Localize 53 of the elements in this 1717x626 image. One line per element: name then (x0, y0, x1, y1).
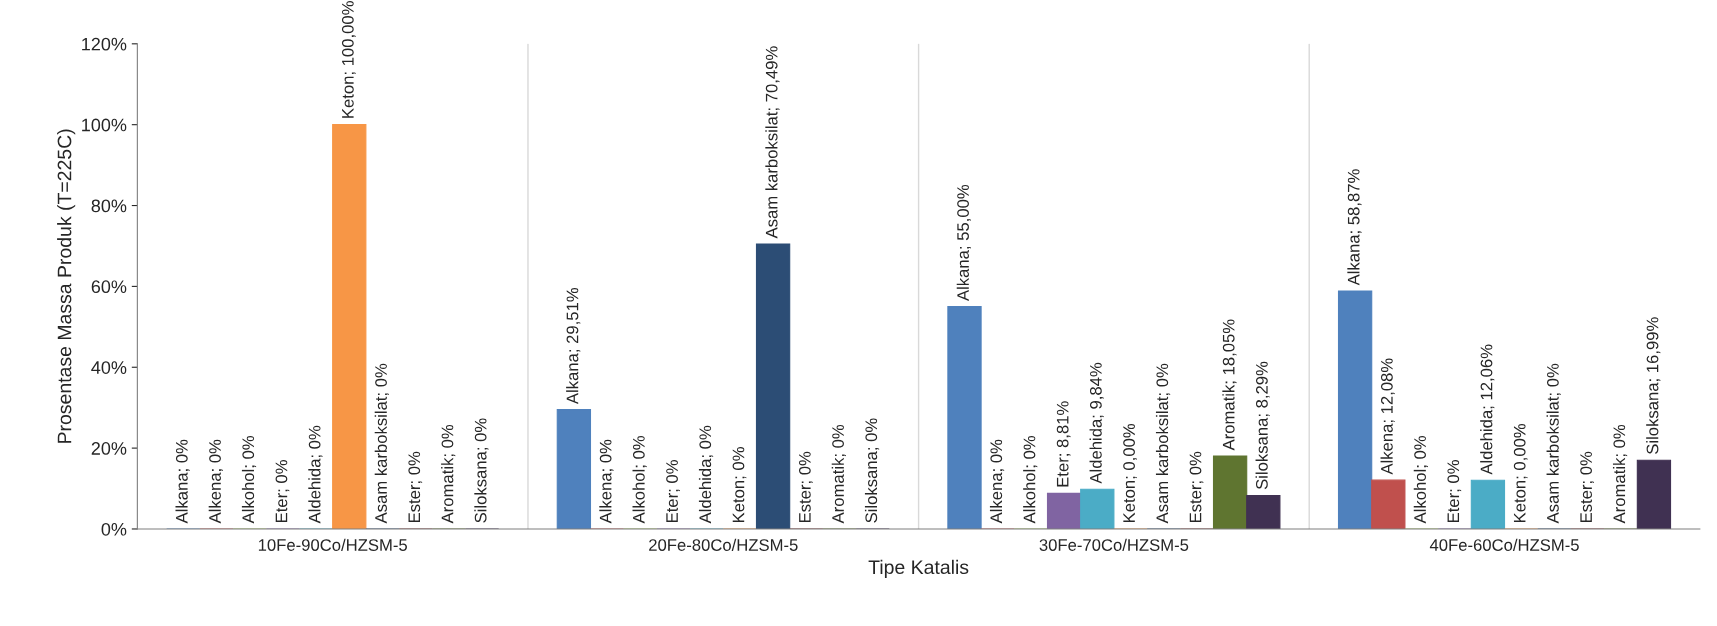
data-label: Keton; 0,00% (1123, 423, 1137, 523)
data-label: Alkena; 0% (989, 439, 1005, 524)
data-label: Siloksana; 0% (474, 418, 489, 523)
data-label: Keton; 0% (732, 447, 747, 523)
data-label: Eter; 0% (1447, 460, 1462, 523)
data-label: Alkana; 29,51% (566, 287, 581, 405)
data-label: Alkohol; 0% (1413, 435, 1428, 524)
x-tick-label: 20Fe-80Co/HZSM-5 (649, 538, 798, 551)
data-label: Ester; 0% (1580, 451, 1594, 523)
y-tick-label: 100% (82, 118, 127, 132)
data-label: Siloksana; 16,99% (1646, 317, 1661, 454)
x-tick-label: 30Fe-70Co/HZSM-5 (1039, 538, 1189, 551)
y-tick-label: 0% (101, 522, 127, 536)
data-label: Ester; 0% (1189, 451, 1204, 523)
data-label: Aromatik; 18,05% (1222, 319, 1237, 451)
data-label: Asam karboksilat; 0% (1155, 363, 1171, 524)
data-label: Ester; 0% (798, 451, 813, 523)
data-label: Siloksana; 0% (864, 418, 880, 523)
data-label: Alkena; 12,08% (1380, 358, 1395, 475)
data-label: Alkana; 55,00% (956, 184, 971, 302)
data-label: Asam karboksilat; 0% (1546, 363, 1561, 524)
data-label: Alkohol; 0% (1023, 435, 1038, 524)
data-label: Alkohol; 0% (241, 435, 257, 524)
y-tick-label: 80% (91, 199, 127, 213)
data-label: Alkena; 0% (208, 439, 223, 524)
y-tick-label: 20% (91, 442, 127, 455)
data-label: Eter; 8,81% (1056, 401, 1071, 487)
data-label: Ester; 0% (408, 451, 423, 523)
data-label: Eter; 0% (666, 460, 680, 523)
x-axis-title: Tipe Katalis (868, 559, 969, 578)
data-label: Alkana; 0% (175, 439, 190, 524)
y-tick-label: 120% (82, 37, 127, 51)
data-label: Asam karboksilat; 0% (374, 363, 389, 524)
data-label: Aromatik; 0% (441, 424, 456, 524)
data-label: Alkohol; 0% (632, 435, 647, 524)
data-label: Alkena; 0% (599, 439, 614, 524)
y-tick-label: 40% (91, 361, 127, 374)
data-label: Keton; 100,00% (341, 1, 356, 118)
y-axis-title: Prosentase Massa Produk (T=225C) (57, 129, 76, 443)
data-label: Aldehida; 0% (308, 425, 323, 524)
data-label: Asam karboksilat; 70,49% (765, 46, 780, 239)
data-label: Aromatik; 0% (1612, 424, 1628, 524)
y-tick-label: 60% (91, 280, 127, 294)
data-label: Aldehida; 0% (698, 425, 714, 524)
data-label: Aromatik; 0% (831, 424, 846, 524)
data-label: Aldehida; 12,06% (1480, 344, 1495, 475)
x-tick-label: 10Fe-90Co/HZSM-5 (258, 538, 407, 551)
data-label: Aldehida; 9,84% (1089, 362, 1104, 484)
data-label: Keton; 0,00% (1513, 423, 1528, 523)
x-tick-label: 40Fe-60Co/HZSM-5 (1429, 538, 1579, 551)
data-label: Eter; 0% (275, 460, 290, 523)
data-label: Alkana; 58,87% (1347, 169, 1362, 286)
data-label: Siloksana; 8,29% (1255, 361, 1270, 490)
